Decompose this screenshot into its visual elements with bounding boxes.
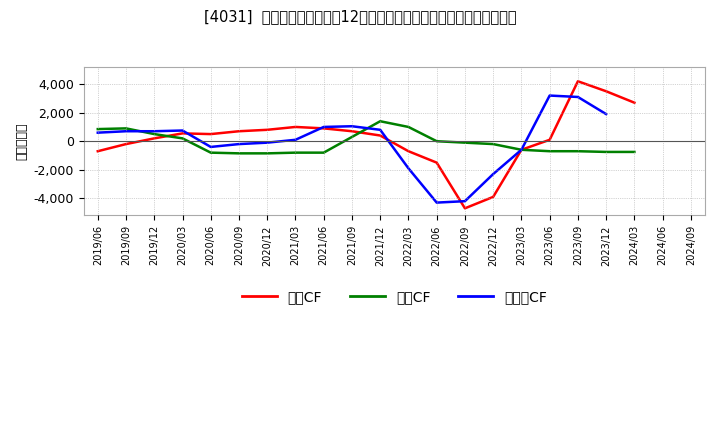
投資CF [461,140,469,145]
フリーCF [348,124,356,129]
投資CF [404,125,413,130]
フリーCF [433,200,441,205]
フリーCF [320,125,328,130]
営業CF [376,133,384,138]
投資CF [263,151,271,156]
営業CF [517,147,526,152]
投資CF [178,136,186,141]
営業CF [122,141,130,147]
投資CF [150,132,158,137]
営業CF [150,136,158,141]
営業CF [602,88,611,94]
フリーCF [489,172,498,177]
Legend: 営業CF, 投資CF, フリーCF: 営業CF, 投資CF, フリーCF [236,285,552,310]
フリーCF [94,130,102,135]
営業CF [207,132,215,137]
フリーCF [517,147,526,152]
営業CF [574,79,582,84]
フリーCF [545,93,554,98]
営業CF [433,160,441,165]
営業CF [489,194,498,199]
営業CF [461,205,469,211]
投資CF [376,119,384,124]
営業CF [320,126,328,131]
営業CF [404,149,413,154]
フリーCF [150,128,158,134]
営業CF [545,137,554,143]
フリーCF [376,127,384,132]
投資CF [630,149,639,154]
投資CF [122,126,130,131]
Line: 投資CF: 投資CF [98,121,634,154]
Line: フリーCF: フリーCF [98,95,606,202]
フリーCF [235,141,243,147]
営業CF [178,131,186,136]
フリーCF [574,94,582,99]
投資CF [489,141,498,147]
投資CF [517,147,526,152]
営業CF [94,149,102,154]
営業CF [348,128,356,134]
投資CF [545,149,554,154]
投資CF [235,151,243,156]
投資CF [320,150,328,155]
営業CF [630,100,639,105]
フリーCF [602,111,611,117]
投資CF [602,149,611,154]
フリーCF [122,128,130,134]
フリーCF [461,198,469,204]
Line: 営業CF: 営業CF [98,81,634,208]
投資CF [207,150,215,155]
フリーCF [178,128,186,133]
投資CF [433,139,441,144]
営業CF [263,127,271,132]
営業CF [235,128,243,134]
営業CF [291,125,300,130]
Y-axis label: （百万円）: （百万円） [15,122,28,160]
フリーCF [263,140,271,145]
Text: [4031]  キャッシュフローの12か月移動合計の対前年同期増減額の推移: [4031] キャッシュフローの12か月移動合計の対前年同期増減額の推移 [204,9,516,24]
フリーCF [291,137,300,143]
投資CF [574,149,582,154]
投資CF [291,150,300,155]
フリーCF [207,144,215,150]
フリーCF [404,166,413,171]
投資CF [94,126,102,132]
投資CF [348,134,356,139]
